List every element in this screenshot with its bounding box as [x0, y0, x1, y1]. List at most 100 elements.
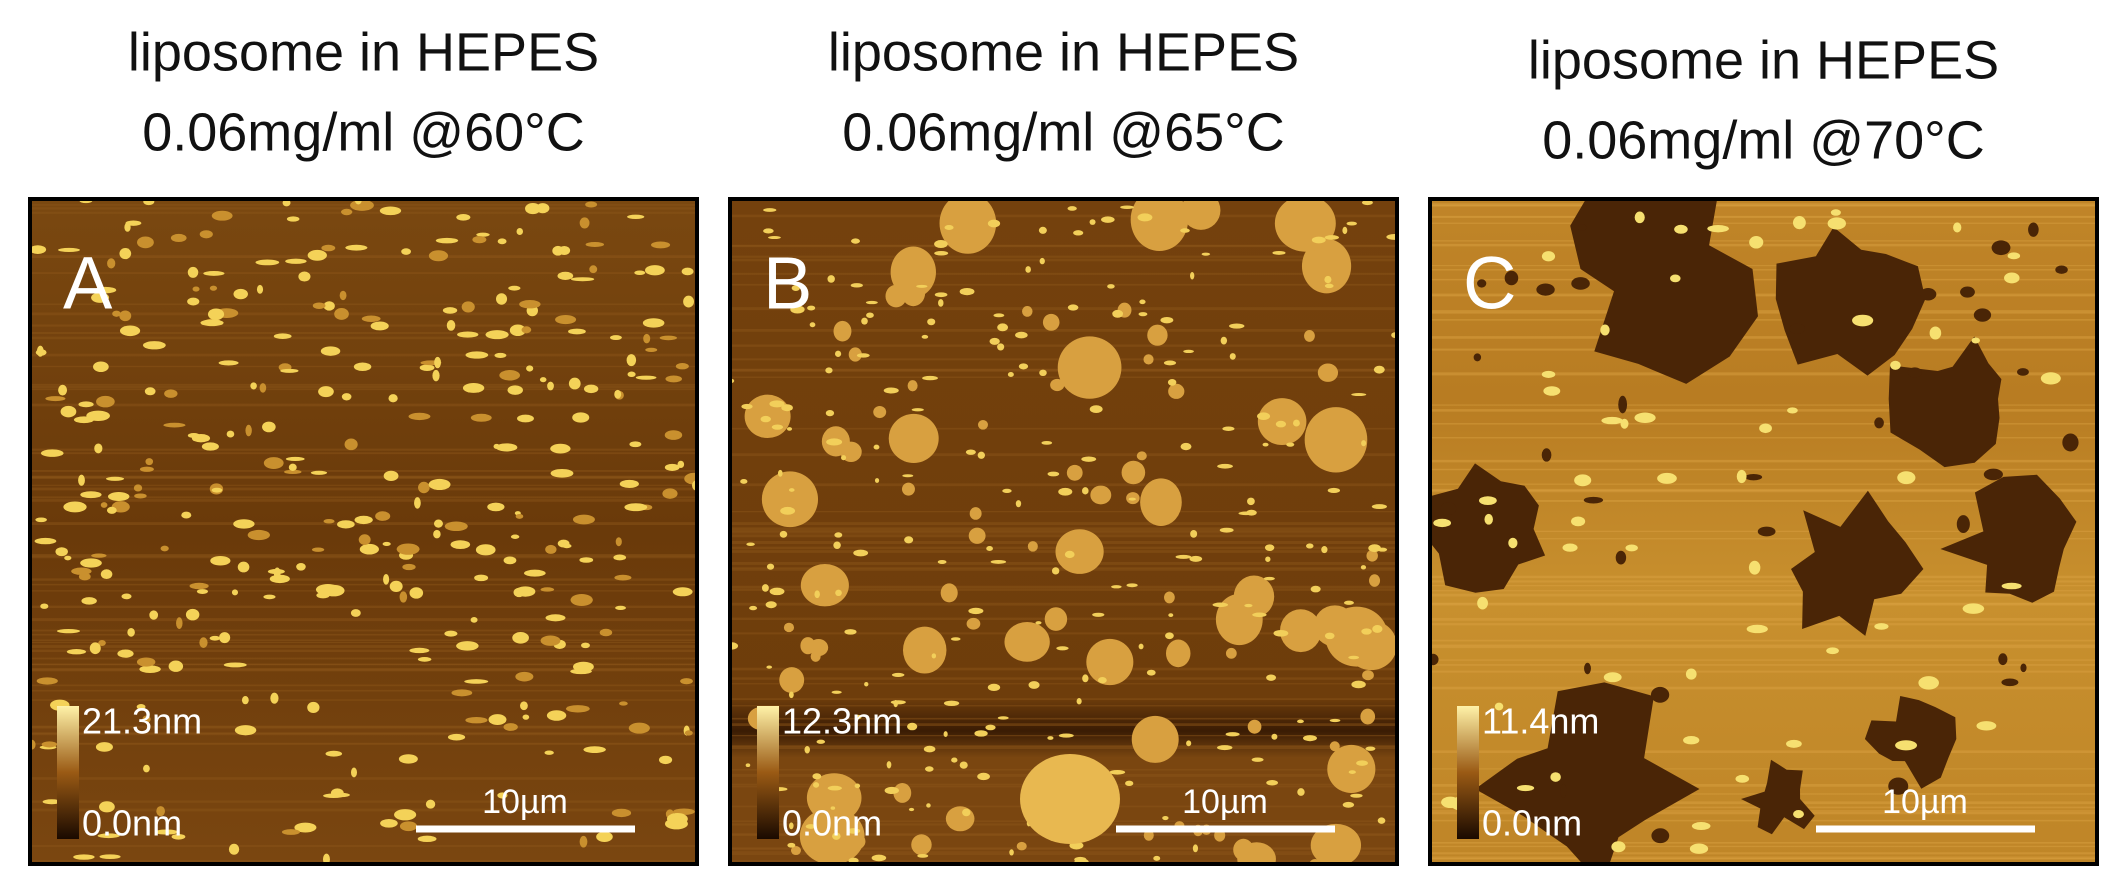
afm-feature [263, 457, 284, 469]
afm-feature [846, 828, 861, 834]
afm-feature [987, 683, 1001, 692]
afm-feature [1186, 740, 1192, 747]
afm-feature [769, 400, 785, 408]
afm-feature [127, 627, 135, 637]
afm-feature [1257, 412, 1271, 421]
afm-feature [550, 468, 574, 478]
afm-feature [298, 271, 311, 282]
afm-feature [42, 799, 61, 805]
afm-feature [515, 513, 524, 519]
afm-feature [63, 501, 87, 513]
afm-feature [36, 677, 58, 685]
afm-feature [1279, 609, 1322, 653]
afm-feature [1050, 378, 1065, 392]
afm-feature [761, 584, 769, 592]
afm-feature [783, 622, 795, 633]
afm-feature [1342, 801, 1355, 808]
afm-feature [1757, 526, 1776, 537]
afm-feature [209, 635, 221, 641]
afm-feature [98, 640, 106, 646]
afm-feature [241, 695, 249, 705]
afm-feature [105, 476, 125, 481]
afm-feature [259, 383, 267, 393]
afm-feature [1919, 288, 1937, 301]
afm-feature [805, 824, 816, 829]
afm-feature [119, 247, 132, 260]
afm-feature [451, 689, 473, 697]
afm-feature [1685, 668, 1697, 680]
afm-feature [610, 335, 622, 341]
afm-feature [1086, 638, 1134, 686]
afm-feature [1311, 236, 1326, 244]
afm-feature [58, 384, 68, 396]
afm-feature [1560, 783, 1567, 798]
afm-feature [288, 463, 297, 471]
afm-feature [91, 292, 110, 303]
afm-feature [1377, 817, 1386, 824]
afm-feature [968, 607, 984, 615]
afm-feature [1976, 721, 1997, 731]
afm-feature [1516, 785, 1535, 792]
afm-feature [1348, 770, 1356, 774]
afm-feature [1683, 735, 1700, 745]
afm-feature [495, 443, 518, 452]
afm-feature [189, 582, 209, 590]
afm-feature [1009, 849, 1014, 856]
afm-feature [665, 375, 683, 383]
afm-feature [399, 591, 408, 603]
afm-feature [763, 228, 774, 234]
afm-feature [568, 328, 586, 335]
afm-feature [809, 322, 816, 328]
afm-feature [250, 382, 257, 390]
afm-feature [1092, 612, 1105, 617]
afm-feature [461, 301, 475, 313]
afm-feature [800, 564, 849, 607]
afm-feature [966, 617, 981, 630]
afm-feature [1111, 585, 1122, 589]
afm-feature [1168, 613, 1174, 618]
afm-feature [170, 233, 187, 243]
afm-feature [614, 574, 632, 581]
colorbar [57, 706, 79, 839]
afm-feature [1536, 283, 1555, 296]
afm-feature [497, 792, 508, 799]
afm-feature [854, 714, 862, 720]
afm-feature [865, 300, 878, 305]
afm-feature [1125, 780, 1134, 787]
afm-feature [1168, 383, 1185, 399]
afm-feature [885, 284, 907, 308]
afm-feature [1044, 607, 1068, 631]
afm-feature [507, 385, 523, 395]
afm-feature [245, 424, 252, 437]
afm-feature [1342, 226, 1348, 235]
afm-feature [871, 854, 887, 862]
afm-feature [545, 614, 566, 622]
afm-feature [664, 463, 680, 471]
afm-feature [766, 563, 775, 570]
panel-frame [728, 197, 1399, 866]
afm-feature [583, 746, 606, 754]
afm-feature [635, 375, 657, 380]
afm-feature [134, 493, 147, 499]
afm-feature [310, 470, 328, 475]
afm-feature [1264, 544, 1275, 552]
afm-feature [1272, 250, 1286, 255]
afm-feature [93, 361, 109, 373]
afm-feature [320, 346, 341, 356]
afm-feature [1058, 733, 1074, 738]
afm-feature [1120, 205, 1134, 209]
afm-feature [911, 834, 932, 856]
afm-feature [1971, 337, 1980, 344]
afm-feature [768, 236, 781, 240]
afm-feature [1571, 516, 1586, 527]
afm-feature [779, 667, 805, 693]
afm-feature [1991, 240, 2011, 256]
afm-feature [1222, 426, 1235, 431]
afm-feature [163, 422, 186, 428]
afm-feature [558, 245, 571, 256]
afm-feature [943, 700, 960, 706]
afm-feature [891, 672, 905, 677]
afm-feature [987, 219, 1001, 228]
afm-feature [60, 405, 77, 418]
afm-feature [1430, 463, 1546, 593]
